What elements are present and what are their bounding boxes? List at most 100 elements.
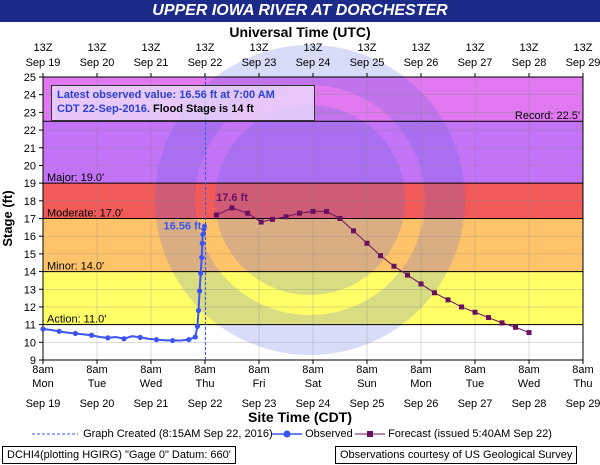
chart-title: UPPER IOWA RIVER AT DORCHESTER <box>0 0 600 22</box>
forecast-point <box>378 253 383 259</box>
legend-graph-created-label: Graph Created (8:15AM Sep 22, 2016) <box>83 428 273 440</box>
threshold-label: Minor: 14.0' <box>47 261 104 273</box>
observed-point <box>197 288 203 294</box>
bottom-tick-date: Sep 29 <box>566 398 600 410</box>
forecast-point <box>513 324 518 330</box>
bottom-tick-date: Sep 20 <box>80 398 115 410</box>
bottom-tick-day: Mon <box>32 378 53 390</box>
top-tick-date: Sep 22 <box>188 57 223 69</box>
forecast-point <box>472 309 478 315</box>
watermark-disc <box>215 105 405 295</box>
observed-point <box>153 337 159 343</box>
forecast-point <box>405 272 410 278</box>
bottom-tick-date: Sep 27 <box>458 398 493 410</box>
y-tick-label: 9 <box>30 355 36 367</box>
forecast-point <box>526 330 532 336</box>
observed-point <box>194 323 201 329</box>
forecast-point <box>283 214 289 220</box>
forecast-point <box>445 297 451 303</box>
forecast-peak-label: 17.6 ft <box>216 192 248 204</box>
bottom-axis-title: Site Time (CDT) <box>248 409 352 425</box>
observed-point <box>199 240 205 246</box>
top-tick-label: 13Z <box>88 42 107 54</box>
y-tick-label: 16 <box>24 231 36 243</box>
forecast-point <box>391 263 397 269</box>
y-axis-title: Stage (ft) <box>0 190 15 246</box>
forecast-point <box>486 315 491 321</box>
y-tick-label: 13 <box>24 284 36 296</box>
forecast-point <box>459 304 464 310</box>
observed-point <box>201 223 208 229</box>
watermark-ring <box>155 45 465 355</box>
bottom-tick-time: 8am <box>248 364 269 376</box>
top-tick-date: Sep 24 <box>296 57 331 69</box>
bottom-tick-time: 8am <box>572 364 593 376</box>
observed-point <box>72 330 78 337</box>
bottom-tick-date: Sep 28 <box>512 398 547 410</box>
legend-forecast-label: Forecast (issued 5:40AM Sep 22) <box>388 428 552 440</box>
legend-observed: Observed <box>272 428 353 440</box>
observed-point <box>198 270 204 276</box>
bottom-tick-time: 8am <box>194 364 215 376</box>
bottom-tick-day: Fri <box>253 378 266 390</box>
observed-marker-icon <box>272 430 302 438</box>
bottom-tick-time: 8am <box>302 364 323 376</box>
top-tick-date: Sep 26 <box>404 57 439 69</box>
top-tick-date: Sep 19 <box>26 57 61 69</box>
y-tick-label: 21 <box>24 143 36 155</box>
observed-point <box>186 337 192 343</box>
y-tick-label: 22 <box>24 125 36 137</box>
top-tick-date: Sep 23 <box>242 57 277 69</box>
forecast-point <box>364 240 370 246</box>
bottom-tick-time: 8am <box>464 364 485 376</box>
bottom-tick-time: 8am <box>356 364 377 376</box>
forecast-point <box>351 228 356 234</box>
top-tick-label: 13Z <box>520 42 539 54</box>
y-tick-label: 10 <box>24 337 36 349</box>
observed-point <box>195 307 202 314</box>
observed-point <box>137 334 143 340</box>
bottom-tick-date: Sep 22 <box>188 398 223 410</box>
forecast-point <box>213 212 219 218</box>
observed-point <box>170 337 176 344</box>
observed-point <box>105 335 111 341</box>
forecast-point <box>418 281 424 287</box>
bottom-tick-time: 8am <box>410 364 431 376</box>
top-tick-label: 13Z <box>304 42 323 54</box>
observed-value-label: 16.56 ft <box>164 220 202 232</box>
observed-point <box>192 334 198 340</box>
forecast-point <box>258 219 264 225</box>
latest-observed-line1: Latest observed value: 16.56 ft at 7:00 … <box>57 89 275 101</box>
top-tick-label: 13Z <box>142 42 161 54</box>
forecast-point <box>432 290 437 296</box>
threshold-label: Moderate: 17.0' <box>47 208 123 220</box>
latest-observed-line2: CDT 22-Sep-2016. Flood Stage is 14 ft <box>57 102 309 116</box>
y-tick-label: 18 <box>24 196 36 208</box>
forecast-marker-icon <box>355 431 385 438</box>
latest-observed-date: CDT 22-Sep-2016. <box>57 103 150 115</box>
bottom-tick-day: Sun <box>357 378 377 390</box>
observed-point <box>121 336 127 342</box>
forecast-point <box>337 216 343 221</box>
top-tick-date: Sep 25 <box>350 57 385 69</box>
forecast-point <box>297 210 302 216</box>
bottom-tick-time: 8am <box>86 364 107 376</box>
y-tick-label: 20 <box>24 160 36 172</box>
bottom-tick-time: 8am <box>140 364 161 376</box>
top-tick-label: 13Z <box>412 42 431 54</box>
top-tick-label: 13Z <box>250 42 269 54</box>
flood-stage-note: Flood Stage is 14 ft <box>153 103 254 115</box>
bottom-tick-date: Sep 26 <box>404 398 439 410</box>
legend-observed-label: Observed <box>305 428 353 440</box>
top-tick-date: Sep 27 <box>458 57 493 69</box>
forecast-point <box>499 320 505 326</box>
observed-point <box>56 328 62 334</box>
bottom-tick-date: Sep 23 <box>242 398 277 410</box>
bottom-tick-day: Thu <box>574 378 593 390</box>
bottom-tick-day: Tue <box>88 378 107 390</box>
observed-point <box>200 231 206 238</box>
top-tick-label: 13Z <box>358 42 377 54</box>
bottom-tick-time: 8am <box>518 364 539 376</box>
y-tick-label: 15 <box>24 249 36 261</box>
